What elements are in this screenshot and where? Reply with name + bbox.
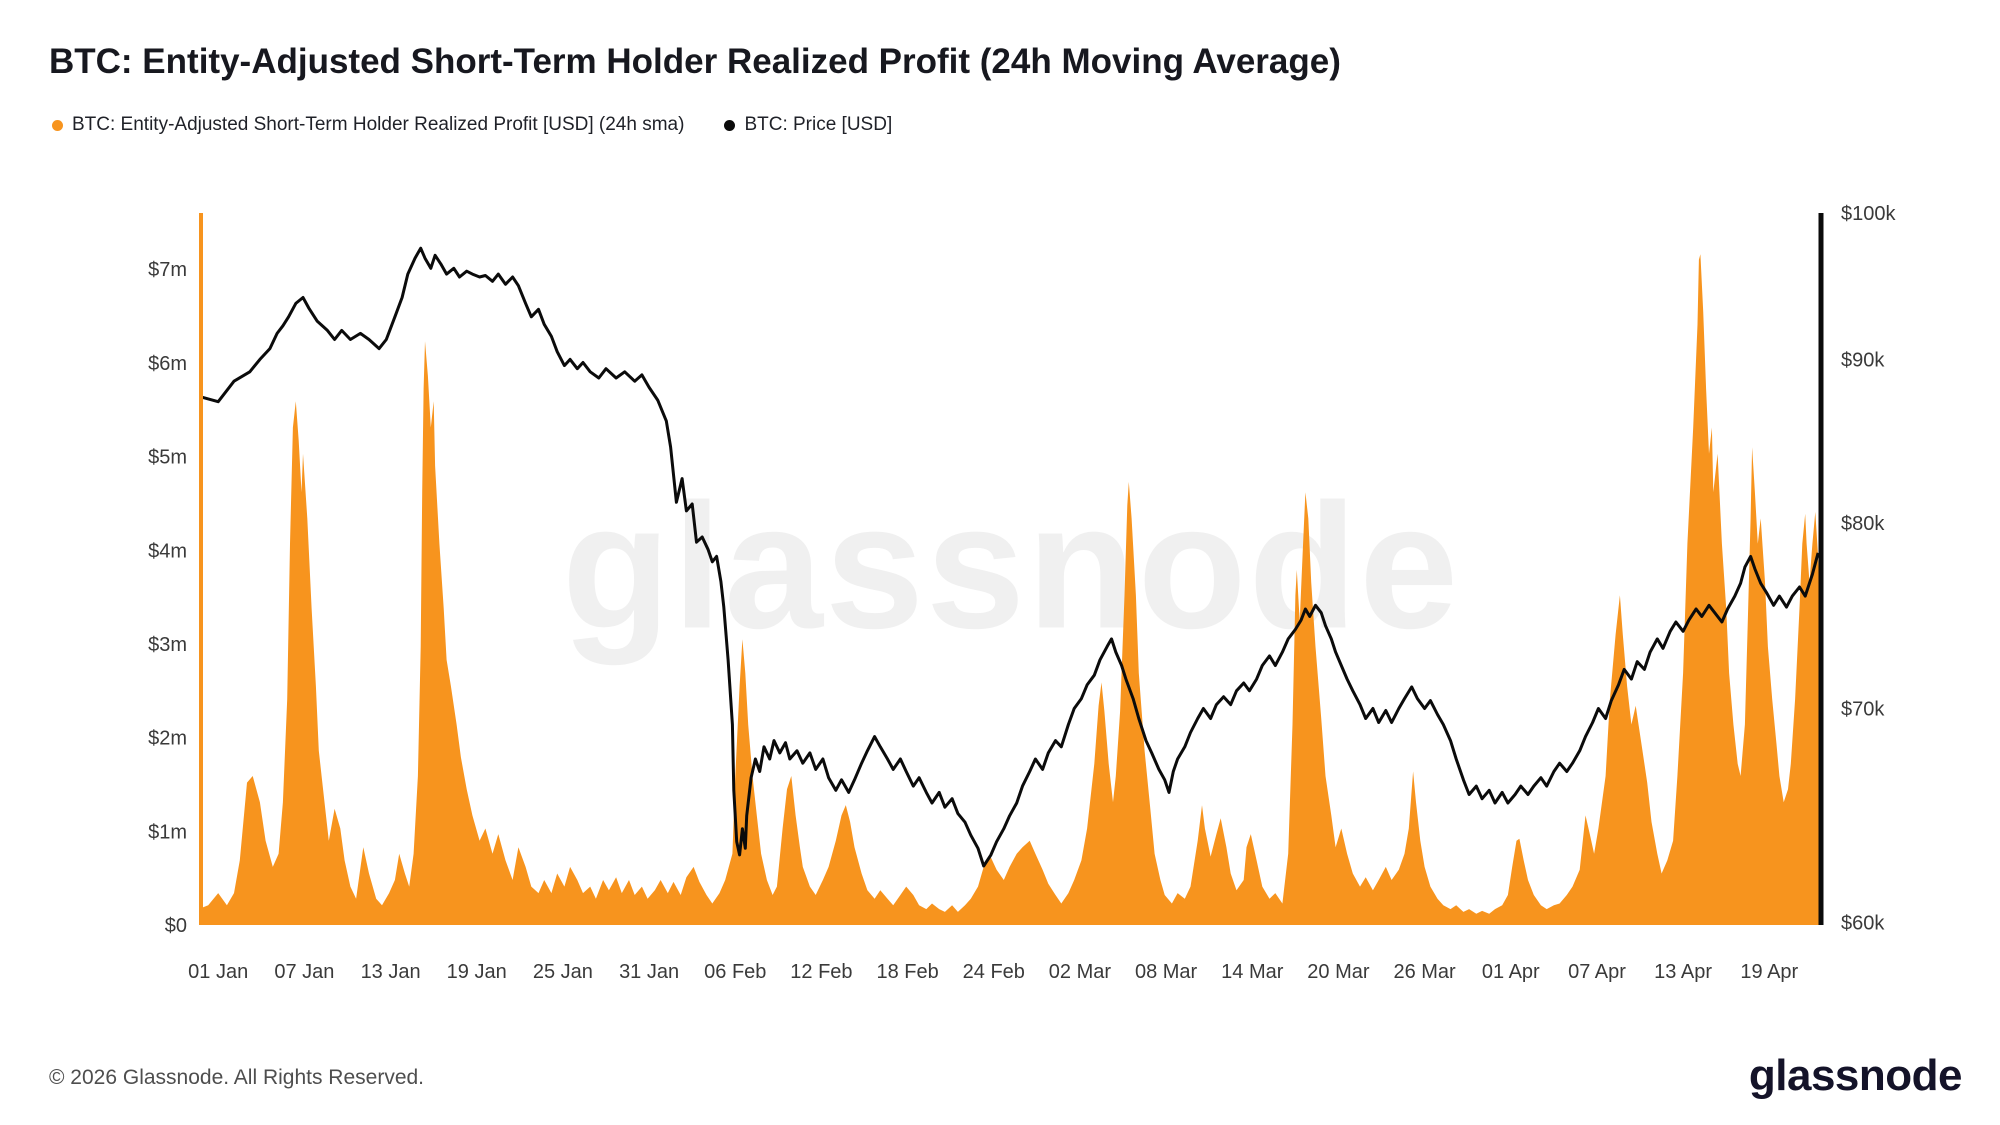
x-axis-tick-label: 06 Feb — [704, 961, 766, 983]
x-axis-tick-label: 13 Apr — [1654, 961, 1712, 983]
right-axis-tick-label: $90k — [1841, 349, 1885, 371]
legend-swatch-realized-profit-icon — [52, 119, 63, 131]
chart-legend: BTC: Entity-Adjusted Short-Term Holder R… — [52, 114, 892, 136]
left-axis-tick-label: $0 — [165, 915, 187, 937]
x-axis-tick-label: 07 Jan — [274, 961, 334, 983]
legend-item-realized-profit[interactable]: BTC: Entity-Adjusted Short-Term Holder R… — [52, 114, 684, 136]
x-axis-tick-label: 20 Mar — [1307, 961, 1370, 983]
x-axis-tick-label: 24 Feb — [963, 961, 1025, 983]
left-axis-tick-label: $4m — [148, 540, 187, 562]
right-axis-tick-label: $80k — [1841, 513, 1885, 535]
legend-label-realized-profit: BTC: Entity-Adjusted Short-Term Holder R… — [72, 114, 685, 135]
left-axis-tick-label: $1m — [148, 821, 187, 843]
left-axis-tick-label: $3m — [148, 634, 187, 656]
left-axis-tick-label: $7m — [148, 259, 187, 281]
copyright-text: © 2026 Glassnode. All Rights Reserved. — [49, 1066, 425, 1089]
right-axis-tick-label: $100k — [1841, 203, 1896, 225]
x-axis-tick-label: 26 Mar — [1393, 961, 1456, 983]
x-axis-tick-label: 12 Feb — [790, 961, 852, 983]
x-axis-tick-label: 19 Apr — [1740, 961, 1798, 983]
left-axis-tick-label: $6m — [148, 353, 187, 375]
x-axis-tick-label: 08 Mar — [1135, 961, 1198, 983]
left-axis-tick-label: $2m — [148, 728, 187, 750]
glassnode-logo: glassnode — [1748, 1051, 1963, 1100]
chart-title: BTC: Entity-Adjusted Short-Term Holder R… — [49, 42, 1341, 81]
price-line-series — [200, 246, 1820, 868]
realized-profit-area-series — [201, 254, 1821, 925]
x-axis-tick-label: 14 Mar — [1221, 961, 1284, 983]
right-axis-tick-label: $70k — [1841, 699, 1885, 721]
left-axis-tick-label: $5m — [148, 447, 187, 469]
x-axis-tick-label: 01 Jan — [188, 961, 248, 983]
x-axis-tick-label: 25 Jan — [533, 961, 593, 983]
x-axis-tick-label: 19 Jan — [447, 961, 507, 983]
x-axis-tick-label: 18 Feb — [876, 961, 938, 983]
x-axis-tick-label: 01 Apr — [1482, 961, 1540, 983]
right-axis-tick-label: $60k — [1841, 913, 1885, 935]
x-axis-tick-label: 02 Mar — [1049, 961, 1112, 983]
legend-swatch-price-icon — [724, 119, 736, 131]
x-axis-tick-label: 31 Jan — [619, 961, 679, 983]
legend-item-price[interactable]: BTC: Price [USD] — [724, 114, 892, 136]
x-axis-tick-label: 07 Apr — [1568, 961, 1626, 983]
x-axis-tick-label: 13 Jan — [361, 961, 421, 983]
legend-label-price: BTC: Price [USD] — [744, 114, 893, 135]
